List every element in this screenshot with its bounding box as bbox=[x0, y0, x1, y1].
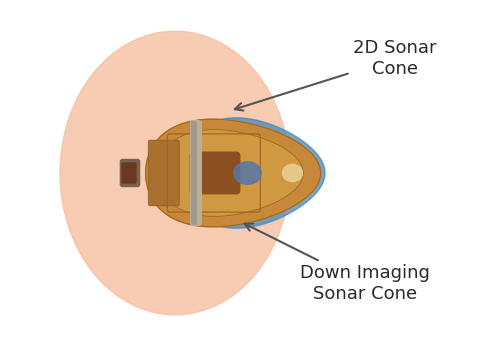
FancyBboxPatch shape bbox=[120, 160, 140, 186]
Polygon shape bbox=[146, 119, 320, 227]
Text: 2D Sonar
Cone: 2D Sonar Cone bbox=[235, 39, 437, 111]
FancyBboxPatch shape bbox=[122, 163, 136, 183]
Ellipse shape bbox=[282, 164, 302, 182]
FancyBboxPatch shape bbox=[190, 121, 202, 225]
Ellipse shape bbox=[60, 31, 290, 315]
Polygon shape bbox=[180, 118, 325, 228]
FancyBboxPatch shape bbox=[190, 152, 240, 194]
FancyBboxPatch shape bbox=[192, 122, 196, 224]
Ellipse shape bbox=[234, 162, 261, 184]
FancyBboxPatch shape bbox=[148, 140, 179, 206]
Polygon shape bbox=[158, 130, 304, 216]
Text: Down Imaging
Sonar Cone: Down Imaging Sonar Cone bbox=[244, 224, 430, 303]
